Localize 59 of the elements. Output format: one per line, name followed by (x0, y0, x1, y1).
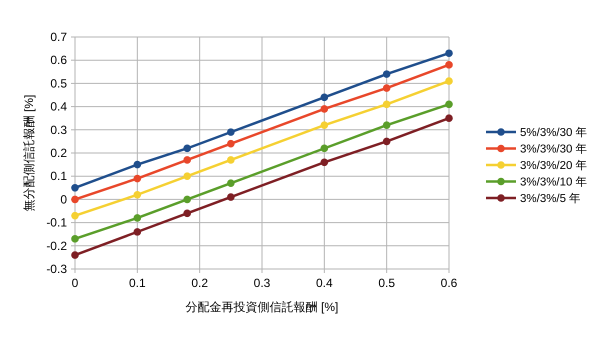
point (445, 49, 453, 58)
x-tick-label: 0.5 (378, 276, 396, 290)
point (320, 121, 328, 129)
point (71, 235, 79, 243)
point (227, 156, 235, 164)
point (320, 158, 328, 166)
y-tick-label: 0.3 (50, 122, 68, 137)
point (227, 128, 235, 136)
point (71, 184, 79, 192)
point (134, 160, 142, 168)
y-axis-title: 無分配側信託報酬 [%] (22, 94, 36, 212)
point (71, 212, 79, 220)
y-tick-label: -0.1 (46, 216, 68, 230)
point (382, 100, 390, 108)
point (134, 214, 142, 222)
point (382, 138, 390, 146)
point (382, 70, 390, 78)
x-tick-label: 0.2 (191, 276, 208, 290)
y-tick-label: 0.6 (50, 53, 68, 68)
point (183, 210, 191, 218)
point (445, 77, 453, 85)
y-tick-label: -0.2 (46, 238, 68, 253)
point (134, 228, 142, 236)
point (183, 156, 191, 164)
x-tick-label: 0.3 (254, 276, 271, 290)
point (445, 114, 453, 122)
point (183, 172, 191, 180)
point (227, 179, 235, 187)
legend-label: 3%/3%/30 年 (520, 142, 588, 156)
point (227, 193, 235, 201)
y-tick-label: 0.7 (50, 30, 68, 44)
y-tick-label: 0.4 (50, 100, 68, 114)
y-tick-label: 0.1 (50, 169, 68, 184)
legend-label: 3%/3%/5 年 (520, 192, 582, 205)
point (227, 140, 235, 148)
point (382, 121, 390, 129)
y-tick-label: 0.5 (50, 76, 68, 90)
x-tick-label: 0.6 (440, 276, 458, 290)
point (183, 144, 191, 152)
legend-label: 3%/3%/20 年 (520, 159, 588, 172)
point (320, 105, 328, 113)
point (320, 144, 328, 152)
y-tick-label: -0.3 (46, 262, 68, 276)
legend-label: 5%/3%/30 年 (520, 126, 588, 139)
point (134, 190, 142, 199)
point (183, 196, 191, 204)
x-tick-label: 0.4 (316, 276, 333, 290)
x-tick-label: 0.1 (128, 276, 146, 290)
point (382, 84, 390, 92)
legend-label: 3%/3%/10 年 (520, 176, 588, 188)
x-axis-title: 分配金再投資側信託報酬 [%] (186, 300, 338, 314)
y-tick-label: 0 (60, 192, 68, 206)
point (320, 94, 328, 102)
point (445, 100, 453, 108)
y-tick-label: 0.2 (50, 146, 68, 160)
point (134, 174, 142, 182)
point (71, 251, 79, 259)
x-tick-label: 0 (72, 276, 79, 290)
point (445, 61, 453, 69)
